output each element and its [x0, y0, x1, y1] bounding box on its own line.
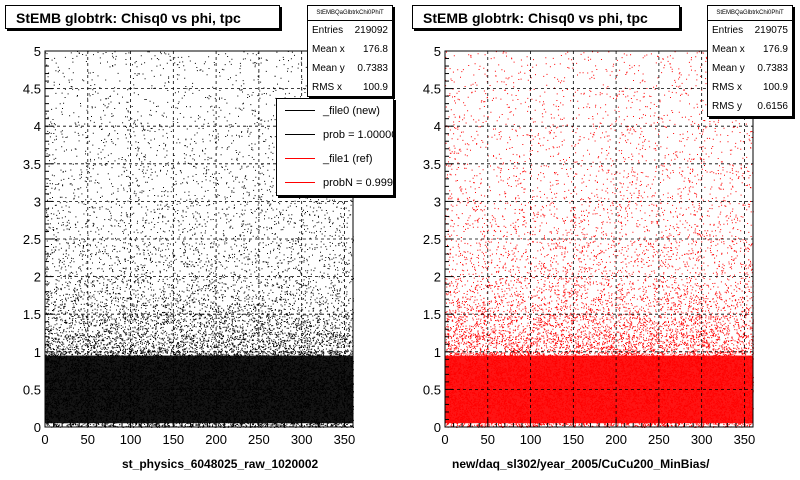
x-tick-label: 300	[291, 432, 313, 447]
left-stats-rows: Entries 219092 Mean x 176.8 Mean y 0.7383 RMS …	[308, 21, 392, 97]
x-tick-label: 0	[41, 432, 48, 447]
y-tick-label: 2.5	[23, 232, 41, 247]
axis-ticks: 0 50 100 150 200 250 300 350 0 0.5 1 1.5 2 2.5 3 3.5 4 4.…	[23, 44, 355, 447]
y-tick-label: 4	[434, 119, 441, 134]
stats-value: 0.7383	[757, 63, 788, 74]
left-x-axis-label: st_physics_6048025_raw_1020002	[122, 457, 319, 471]
x-tick-label: 100	[520, 432, 542, 447]
stats-label: RMS y	[712, 101, 742, 112]
y-tick-label: 0	[434, 420, 441, 435]
y-tick-label: 1.5	[23, 307, 41, 322]
stats-value: 100.9	[362, 82, 388, 93]
legend-label: prob = 1.000000	[323, 129, 393, 141]
y-tick-label: 1.5	[423, 307, 441, 322]
stats-row: Mean x 176.9	[708, 40, 792, 59]
x-tick-label: 100	[120, 432, 142, 447]
left-stats-name: StEMBQaGlbtrkChi0PhiT	[308, 6, 392, 21]
legend-line-marker	[285, 134, 315, 135]
x-tick-label: 350	[334, 432, 356, 447]
stats-label: Entries	[712, 25, 744, 36]
legend-label: probN = 0.99978	[323, 177, 394, 189]
left-stats-box: StEMBQaGlbtrkChi0PhiT Entries 219092 Mean …	[307, 5, 393, 97]
y-tick-label: 3	[434, 194, 441, 209]
legend-entry: _file1 (ref)	[277, 147, 393, 171]
legend-line-marker	[285, 182, 315, 183]
left-legend: _file0 (new) prob = 1.000000 _file1 (ref) p…	[276, 98, 394, 196]
x-tick-label: 150	[562, 432, 584, 447]
stats-label: Mean x	[312, 44, 345, 55]
y-tick-label: 0.5	[23, 382, 41, 397]
legend-entry: probN = 0.99978	[277, 171, 393, 195]
dense-point-region	[45, 355, 353, 424]
y-tick-label: 2.5	[423, 232, 441, 247]
right-panel: 0 50 100 150 200 250 300 350 0 0.5 1 1.5 2 2.5 3 3.5 4 4.…	[400, 0, 800, 480]
dense-point-region	[445, 355, 753, 424]
y-tick-label: 3.5	[423, 157, 441, 172]
stats-value: 176.9	[762, 44, 788, 55]
left-panel: 0 50 100 150 200 250 300 350 0 0.5 1 1.5 2 2.5 3 3.5 4 4.…	[5, 5, 394, 471]
stats-label: RMS x	[712, 82, 742, 93]
y-tick-label: 2	[434, 270, 441, 285]
x-tick-label: 250	[248, 432, 270, 447]
y-tick-label: 3.5	[23, 157, 41, 172]
stats-value: 100.9	[762, 82, 788, 93]
x-tick-label: 50	[81, 432, 95, 447]
legend-label: _file1 (ref)	[323, 153, 373, 165]
x-tick-label: 150	[162, 432, 184, 447]
stats-value: 176.8	[362, 44, 388, 55]
y-tick-label: 5	[34, 44, 41, 59]
stats-value: 219092	[354, 25, 388, 36]
x-tick-label: 200	[605, 432, 627, 447]
legend-label: _file0 (new)	[323, 105, 380, 117]
right-stats-name: StEMBQaGlbtrkChi0PhiT	[708, 6, 792, 21]
x-tick-label: 0	[441, 432, 448, 447]
stats-row: RMS x 100.9	[708, 78, 792, 97]
x-tick-label: 250	[648, 432, 670, 447]
legend-line-marker	[285, 110, 315, 111]
legend-entry: _file0 (new)	[277, 99, 393, 123]
axis-ticks: 0 50 100 150 200 250 300 350 0 0.5 1 1.5 2 2.5 3 3.5 4 4.…	[423, 44, 755, 447]
x-tick-label: 50	[481, 432, 495, 447]
right-stats-box: StEMBQaGlbtrkChi0PhiT Entries 219075 Mean …	[707, 5, 793, 117]
stats-label: RMS x	[312, 82, 342, 93]
y-tick-label: 4	[34, 119, 41, 134]
y-tick-label: 1	[434, 345, 441, 360]
stats-label: Mean y	[312, 63, 345, 74]
y-tick-label: 4.5	[23, 82, 41, 97]
stats-row: Entries 219092	[308, 21, 392, 40]
y-tick-label: 5	[434, 44, 441, 59]
stats-label: Entries	[312, 25, 344, 36]
stats-value: 0.7383	[357, 63, 388, 74]
stats-row: RMS x 100.9	[308, 78, 392, 97]
x-tick-label: 350	[734, 432, 756, 447]
right-stats-rows: Entries 219075 Mean x 176.9 Mean y 0.7383 RMS …	[708, 21, 792, 116]
y-tick-label: 0	[34, 420, 41, 435]
right-plot-title: StEMB globtrk: Chisq0 vs phi, tpc	[412, 5, 680, 29]
y-tick-label: 4.5	[423, 82, 441, 97]
legend-line-marker	[285, 158, 315, 159]
stats-row: Mean x 176.8	[308, 40, 392, 59]
legend-entry: prob = 1.000000	[277, 123, 393, 147]
right-x-axis-label: new/daq_sl302/year_2005/CuCu200_MinBias/	[452, 457, 710, 471]
x-tick-label: 200	[205, 432, 227, 447]
y-tick-label: 1	[34, 345, 41, 360]
stats-value: 219075	[754, 25, 788, 36]
stats-value: 0.6156	[757, 101, 788, 112]
stats-row: RMS y 0.6156	[708, 97, 792, 116]
stats-row: Mean y 0.7383	[708, 59, 792, 78]
stats-label: Mean x	[712, 44, 745, 55]
y-tick-label: 0.5	[423, 382, 441, 397]
stats-row: Entries 219075	[708, 21, 792, 40]
stats-row: Mean y 0.7383	[308, 59, 392, 78]
y-tick-label: 2	[34, 270, 41, 285]
right-scatter-plot: 0 50 100 150 200 250 300 350 0 0.5 1 1.5 2 2.5 3 3.5 4 4.…	[423, 44, 755, 447]
y-tick-label: 3	[34, 194, 41, 209]
left-plot-title: StEMB globtrk: Chisq0 vs phi, tpc	[5, 5, 280, 29]
stats-label: Mean y	[712, 63, 745, 74]
x-tick-label: 300	[691, 432, 713, 447]
